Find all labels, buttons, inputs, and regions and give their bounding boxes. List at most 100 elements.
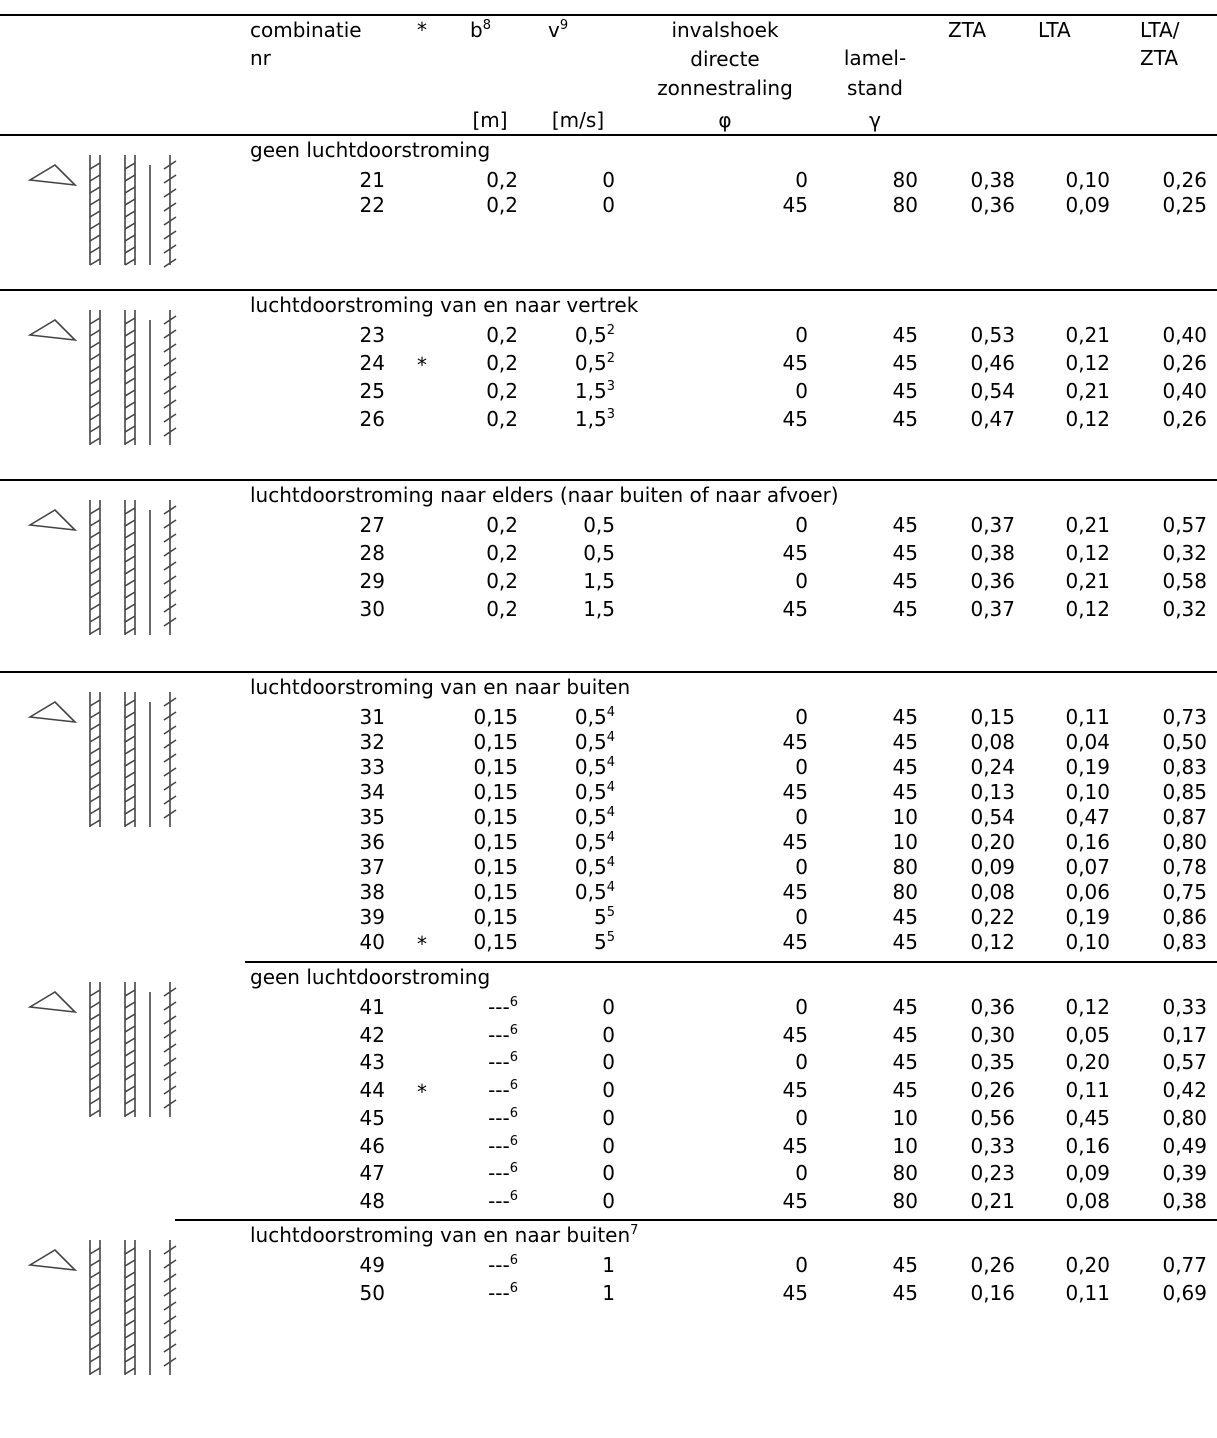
cell-zta-text: 0,36 xyxy=(970,569,1015,593)
cell-v-text: 0,5 xyxy=(574,323,607,347)
header-ratio: LTA/ xyxy=(1140,18,1179,42)
cell-b: 0,2 xyxy=(486,351,518,375)
cell-v: 0 xyxy=(602,1106,615,1130)
cell-ratio: 0,80 xyxy=(1162,1106,1207,1130)
cell-nr-text: 39 xyxy=(359,905,385,929)
cell-ratio: 0,49 xyxy=(1162,1134,1207,1158)
cell-phi: 0 xyxy=(795,855,808,879)
cell-star: * xyxy=(322,932,522,956)
cell-lta: 0,07 xyxy=(1065,855,1110,879)
cell-v: 55 xyxy=(594,930,615,954)
cell-phi-text: 45 xyxy=(782,407,808,431)
cell-v: 0,52 xyxy=(575,323,615,347)
cell-nr: 21 xyxy=(360,168,385,192)
sketch xyxy=(27,692,177,827)
cell-v: 1,5 xyxy=(583,597,615,621)
cell-nr-text: 23 xyxy=(359,323,385,347)
cell-b-text: --- xyxy=(488,1105,510,1130)
section-title-text: geen luchtdoorstroming xyxy=(250,138,491,162)
header-b-sup: 8 xyxy=(482,18,491,33)
cell-nr-text: 22 xyxy=(359,193,385,217)
cell-lta-text: 0,20 xyxy=(1065,1050,1110,1075)
sketch xyxy=(27,310,177,445)
cell-gamma: 10 xyxy=(893,830,918,854)
cell-b-text: 0,2 xyxy=(486,569,518,593)
cell-nr-text: 47 xyxy=(359,1161,385,1186)
cell-ratio: 0,69 xyxy=(1162,1281,1207,1305)
cell-b-sup: 6 xyxy=(509,1022,518,1038)
cell-ratio-text: 0,26 xyxy=(1162,407,1207,431)
cell-v-text: 0,5 xyxy=(574,705,607,729)
unit-gamma-text: γ xyxy=(869,108,881,132)
cell-phi-text: 0 xyxy=(795,805,808,829)
cell-nr: 50 xyxy=(360,1281,385,1305)
cell-phi: 45 xyxy=(783,1189,808,1213)
header-lta: LTA xyxy=(1038,18,1071,42)
cell-gamma-text: 45 xyxy=(892,379,918,403)
section-title: geen luchtdoorstroming xyxy=(250,138,490,162)
cell-v-text: 0,5 xyxy=(574,730,607,754)
cell-lta: 0,12 xyxy=(1065,541,1110,565)
header-v-text: v xyxy=(548,18,560,42)
header-phi-text: directe xyxy=(690,47,760,71)
cell-phi-text: 45 xyxy=(782,597,808,621)
cell-phi: 0 xyxy=(795,1106,808,1130)
cell-phi: 0 xyxy=(795,995,808,1019)
cell-b: 0,15 xyxy=(473,830,518,854)
cell-b-text: --- xyxy=(488,1161,510,1186)
cell-phi: 0 xyxy=(795,569,808,593)
cell-zta-text: 0,37 xyxy=(970,513,1015,537)
cell-ratio-text: 0,26 xyxy=(1162,168,1207,192)
cell-phi: 0 xyxy=(795,168,808,192)
cell-phi: 0 xyxy=(795,513,808,537)
cell-nr-text: 36 xyxy=(359,830,385,854)
section-title-text: luchtdoorstroming van en naar buiten xyxy=(250,675,631,699)
cell-b: 0,15 xyxy=(473,855,518,879)
cell-lta: 0,12 xyxy=(1065,597,1110,621)
cell-gamma-text: 45 xyxy=(892,1253,918,1277)
cell-phi-text: 45 xyxy=(782,1281,808,1305)
cell-gamma: 10 xyxy=(893,1106,918,1130)
cell-b-text: 0,15 xyxy=(473,805,518,829)
cell-ratio-text: 0,25 xyxy=(1162,193,1207,217)
cell-nr: 45 xyxy=(360,1106,385,1130)
cell-v-text: 0,5 xyxy=(583,513,615,537)
cell-zta-text: 0,26 xyxy=(970,1253,1015,1277)
cell-b-text: 0,2 xyxy=(486,193,518,217)
rule xyxy=(0,134,1217,136)
cell-ratio-text: 0,75 xyxy=(1162,880,1207,904)
cell-phi-text: 0 xyxy=(795,168,808,192)
unit-v: [m/s] xyxy=(478,108,678,132)
header-zta: ZTA xyxy=(948,18,986,42)
cell-nr: 31 xyxy=(360,705,385,729)
header-gamma: stand xyxy=(775,76,975,100)
cell-lta-text: 0,09 xyxy=(1065,193,1110,217)
cell-zta-text: 0,26 xyxy=(970,1078,1015,1103)
cell-b-text: 0,2 xyxy=(486,597,518,621)
cell-nr-text: 30 xyxy=(359,597,385,621)
cell-zta: 0,36 xyxy=(970,569,1015,593)
cell-gamma-text: 45 xyxy=(892,755,918,779)
cell-lta-text: 0,10 xyxy=(1065,780,1110,804)
cell-v: 0,52 xyxy=(575,351,615,375)
cell-ratio-text: 0,39 xyxy=(1162,1161,1207,1186)
section-title: luchtdoorstroming naar elders (naar buit… xyxy=(250,483,839,507)
cell-lta-text: 0,47 xyxy=(1065,805,1110,829)
cell-ratio-text: 0,83 xyxy=(1162,930,1207,954)
cell-v-sup: 4 xyxy=(606,805,615,820)
cell-ratio-text: 0,86 xyxy=(1162,905,1207,929)
cell-v-text: 1,5 xyxy=(583,597,615,621)
cell-ratio: 0,38 xyxy=(1162,1189,1207,1213)
cell-gamma-text: 45 xyxy=(892,1022,918,1047)
cell-phi-text: 0 xyxy=(795,1253,808,1277)
cell-zta: 0,38 xyxy=(970,541,1015,565)
cell-lta-text: 0,11 xyxy=(1065,705,1110,729)
cell-b-text: --- xyxy=(488,1050,510,1075)
cell-v: 1,53 xyxy=(575,407,615,431)
cell-lta-text: 0,12 xyxy=(1065,995,1110,1019)
cell-ratio-text: 0,33 xyxy=(1162,995,1207,1019)
cell-nr: 27 xyxy=(360,513,385,537)
cell-b-sup: 6 xyxy=(509,1050,518,1066)
cell-b-text: 0,2 xyxy=(486,541,518,565)
cell-nr: 40 xyxy=(360,930,385,954)
